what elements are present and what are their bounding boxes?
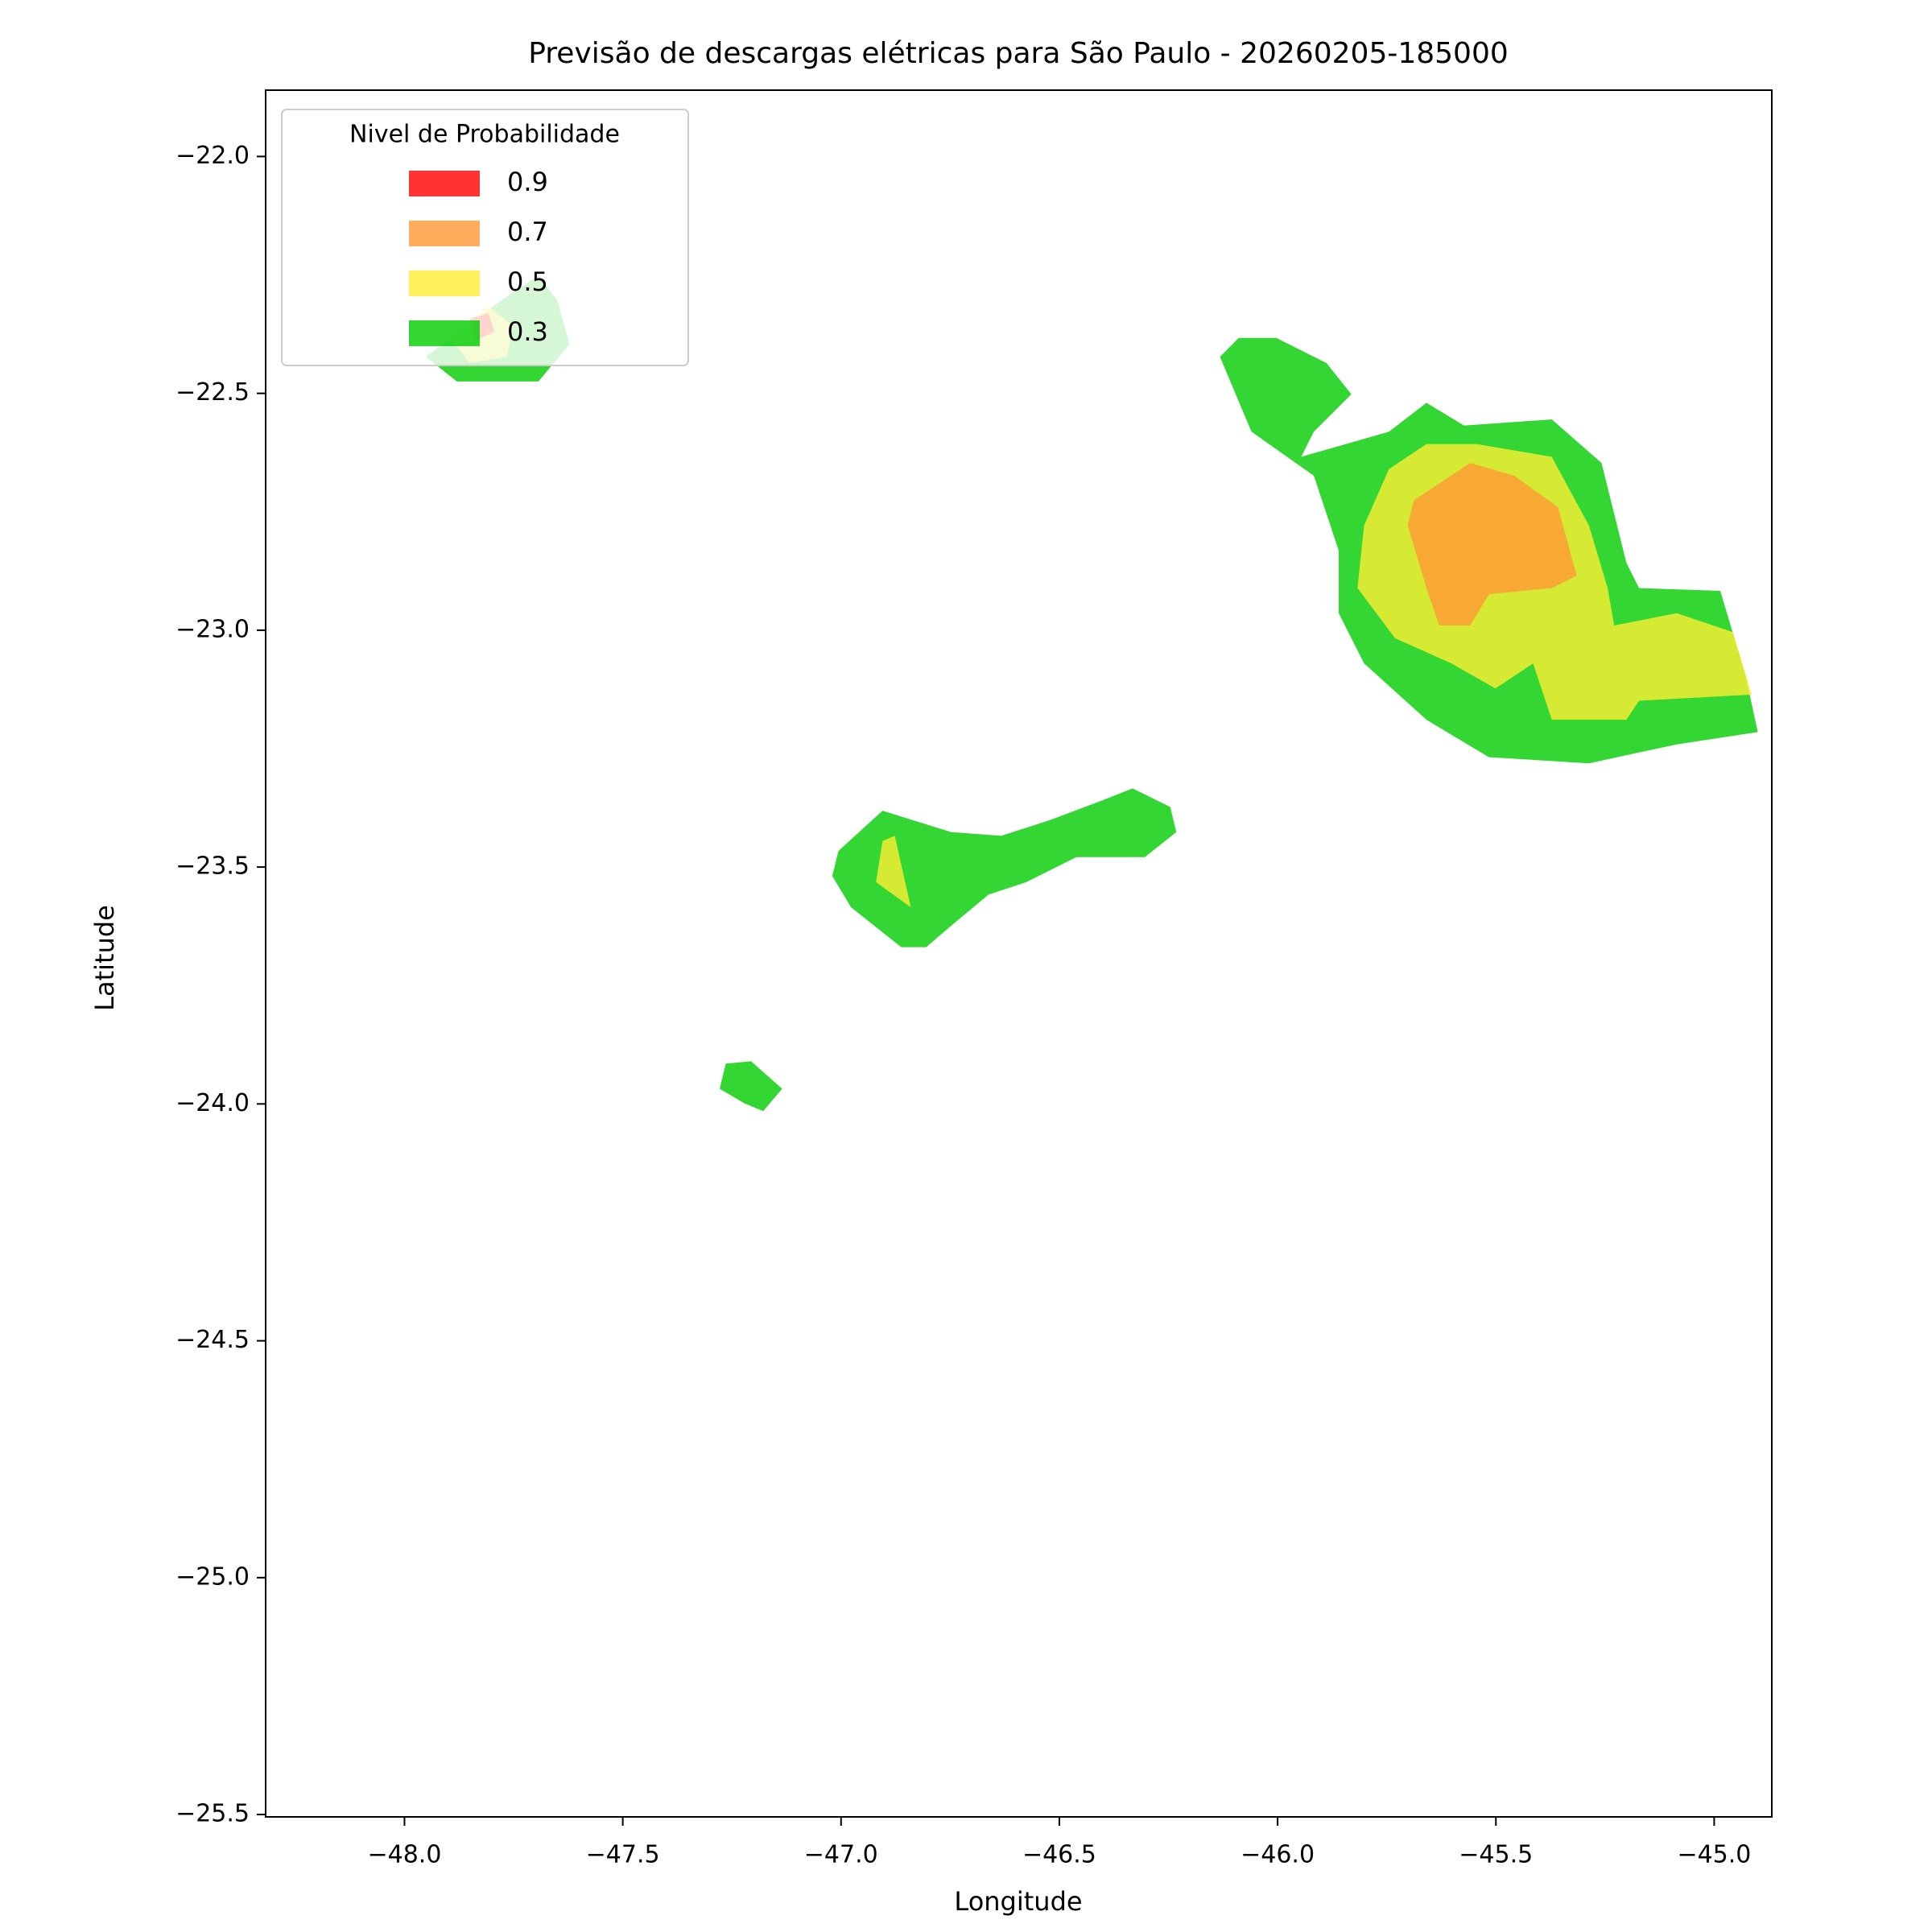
y-tick-label: −23.0 bbox=[175, 615, 250, 643]
legend-box bbox=[281, 109, 689, 366]
contours bbox=[426, 275, 1758, 1112]
plot-frame bbox=[265, 89, 1773, 1818]
x-tick-label: −45.0 bbox=[1677, 1841, 1751, 1869]
contour-region bbox=[720, 1061, 782, 1112]
x-tick-label: −46.5 bbox=[1022, 1841, 1096, 1869]
legend-title: Nivel de Probabilidade bbox=[349, 121, 620, 149]
legend-swatch bbox=[409, 320, 480, 346]
legend-swatch bbox=[409, 221, 480, 246]
contour-region bbox=[1407, 463, 1577, 625]
legend-label: 0.7 bbox=[507, 217, 548, 247]
x-axis-label: Longitude bbox=[954, 1886, 1082, 1917]
legend-label: 0.3 bbox=[507, 316, 548, 347]
legend-label: 0.5 bbox=[507, 266, 548, 297]
y-tick-label: −24.0 bbox=[175, 1089, 250, 1117]
y-tick-label: −23.5 bbox=[175, 852, 250, 881]
legend-swatch bbox=[409, 270, 480, 296]
legend-label: 0.9 bbox=[507, 167, 548, 197]
y-tick-label: −24.5 bbox=[175, 1326, 250, 1354]
x-tick-label: −47.5 bbox=[586, 1841, 660, 1869]
y-axis-label: Latitude bbox=[89, 905, 120, 1011]
legend: Nivel de Probabilidade 0.9 0.7 0.5 0.3 bbox=[281, 109, 689, 366]
x-tick-label: −45.5 bbox=[1459, 1841, 1533, 1869]
chart-title: Previsão de descargas elétricas para São… bbox=[528, 37, 1509, 70]
contour-region bbox=[876, 836, 911, 908]
x-tick-label: −46.0 bbox=[1241, 1841, 1315, 1869]
legend-swatch bbox=[409, 171, 480, 196]
y-tick-label: −25.0 bbox=[175, 1563, 250, 1591]
x-tick-label: −47.0 bbox=[804, 1841, 878, 1869]
x-tick-label: −48.0 bbox=[367, 1841, 441, 1869]
y-tick-label: −22.5 bbox=[175, 378, 250, 407]
contour-region bbox=[832, 788, 1177, 947]
y-tick-label: −25.5 bbox=[175, 1800, 250, 1828]
y-tick-label: −22.0 bbox=[175, 142, 250, 170]
